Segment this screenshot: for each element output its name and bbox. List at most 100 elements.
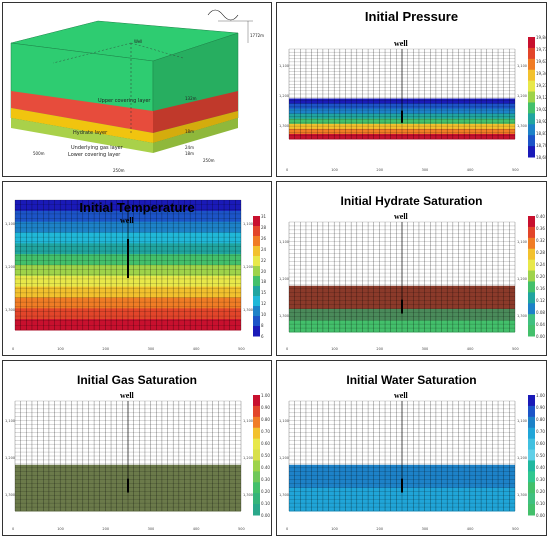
panel-title: Initial Pressure xyxy=(364,9,459,24)
colorbar-swatch-0 xyxy=(253,216,260,227)
colorbar-label: 0.10 xyxy=(536,501,545,506)
y-tick: 1,200 xyxy=(5,456,16,460)
colorbar-swatch-2 xyxy=(528,416,535,429)
well-perforation xyxy=(127,239,129,278)
x-tick: 300 xyxy=(147,527,155,531)
colorbar-swatch-1 xyxy=(528,47,535,60)
colorbar-swatch-4 xyxy=(528,259,535,272)
colorbar-swatch-10 xyxy=(253,504,260,516)
x-tick: 300 xyxy=(147,347,155,351)
y-tick: 1,100 xyxy=(517,419,528,424)
colorbar-label: 0.60 xyxy=(261,441,270,446)
thickness-1: 18m xyxy=(185,129,194,134)
colorbar-swatch-6 xyxy=(253,460,260,472)
x-tick: 500 xyxy=(512,527,519,531)
y-tick: 1,100 xyxy=(279,64,290,68)
colorbar-swatch-4 xyxy=(253,438,260,451)
y-tick: 1,100 xyxy=(243,419,254,424)
geology-3d-model xyxy=(10,9,253,153)
colorbar-swatch-7 xyxy=(253,286,260,297)
colorbar-swatch-7 xyxy=(528,113,535,125)
colorbar-label: 0.36 xyxy=(536,226,545,231)
y-tick: 1,300 xyxy=(243,308,254,313)
colorbar-swatch-8 xyxy=(528,124,535,136)
y-tick: 1,300 xyxy=(5,492,16,497)
colorbar-swatch-10 xyxy=(253,316,260,327)
x-tick: 400 xyxy=(192,527,200,531)
colorbar-label: 19,632 xyxy=(536,59,546,64)
colorbar-label: 0.50 xyxy=(261,453,270,458)
colorbar-swatch-2 xyxy=(528,58,535,71)
colorbar-swatch-8 xyxy=(253,482,260,494)
colorbar-swatch-9 xyxy=(528,493,535,505)
well-perforation xyxy=(127,478,129,493)
y-tick: 1,300 xyxy=(279,313,290,318)
colorbar-swatch-6 xyxy=(528,102,535,114)
y-tick: 1,300 xyxy=(279,492,290,497)
colorbar-label: 0.04 xyxy=(536,322,545,327)
y-tick: 1,200 xyxy=(279,277,290,281)
field-plot-hydrate xyxy=(288,216,535,337)
colorbar-swatch-7 xyxy=(528,471,535,483)
x-tick: 0 xyxy=(286,347,289,351)
colorbar-label: 0.16 xyxy=(536,286,545,291)
colorbar-swatch-2 xyxy=(253,236,260,247)
x-tick: 100 xyxy=(331,168,338,172)
y-tick: 1,200 xyxy=(279,456,290,460)
x-tick: 200 xyxy=(102,347,110,351)
y-tick: 1,200 xyxy=(517,456,528,460)
dim-1: 250m xyxy=(113,168,125,173)
colorbar-label: 0.70 xyxy=(536,429,545,434)
colorbar-swatch-1 xyxy=(253,405,260,418)
colorbar-swatch-0 xyxy=(528,395,535,407)
x-tick: 200 xyxy=(376,527,384,531)
y-tick: 1,200 xyxy=(243,456,254,460)
x-tick: 200 xyxy=(376,347,384,351)
y-tick: 1,100 xyxy=(5,419,16,424)
well-label: well xyxy=(394,39,408,48)
colorbar-label: 0.08 xyxy=(536,310,545,315)
y-tick: 1,100 xyxy=(279,419,290,424)
x-tick: 500 xyxy=(512,347,519,351)
colorbar-swatch-3 xyxy=(253,246,260,257)
field-plot-temperature xyxy=(14,199,260,337)
colorbar-swatch-5 xyxy=(253,449,260,461)
x-tick: 100 xyxy=(57,347,64,351)
panel-hydrate: Initial Hydrate Saturation well 0.40 0.36 0.… xyxy=(276,181,547,356)
colorbar-swatch-6 xyxy=(528,281,535,293)
colorbar-label: 26 xyxy=(261,235,267,241)
colorbar-label: 0.10 xyxy=(261,501,270,506)
colorbar-swatch-9 xyxy=(253,493,260,505)
panel-water: Initial Water Saturation well 1.00 0.90 0.80… xyxy=(276,360,547,536)
y-tick: 1,300 xyxy=(517,492,528,497)
depth-label: 1772m xyxy=(250,33,265,38)
colorbar-swatch-2 xyxy=(253,416,260,429)
x-tick: 100 xyxy=(57,527,64,531)
colorbar-swatch-9 xyxy=(253,306,260,317)
x-tick: 200 xyxy=(102,527,110,531)
colorbar-label: 31 xyxy=(261,214,267,219)
x-tick: 0 xyxy=(12,527,15,531)
colorbar-label: 0.60 xyxy=(536,441,545,446)
colorbar-label: 0.24 xyxy=(536,262,545,267)
panel-gas: Initial Gas Saturation well 1.00 0.90 0.80 0.… xyxy=(2,360,272,536)
x-tick: 0 xyxy=(286,527,289,531)
colorbar-label: 0.40 xyxy=(536,465,545,470)
colorbar-swatch-0 xyxy=(253,395,260,407)
y-tick: 1,100 xyxy=(517,240,528,245)
panel-pressure: Initial Pressure well 19,845 19,739 19,632 19… xyxy=(276,2,547,177)
colorbar-label: 0.80 xyxy=(261,417,270,422)
colorbar-swatch-4 xyxy=(528,438,535,451)
colorbar-label: 0.50 xyxy=(536,453,545,458)
colorbar-swatch-8 xyxy=(253,296,260,307)
well-label: well xyxy=(394,391,408,400)
colorbar-label: 18,920 xyxy=(536,119,546,124)
well-label: well xyxy=(120,391,134,400)
y-tick: 1,300 xyxy=(517,124,528,128)
colorbar-swatch-1 xyxy=(253,226,260,237)
colorbar-swatch-1 xyxy=(528,405,535,418)
colorbar-swatch-5 xyxy=(253,266,260,277)
x-tick: 300 xyxy=(421,527,429,531)
y-tick: 1,200 xyxy=(517,277,528,281)
colorbar-label: 0.70 xyxy=(261,429,270,434)
